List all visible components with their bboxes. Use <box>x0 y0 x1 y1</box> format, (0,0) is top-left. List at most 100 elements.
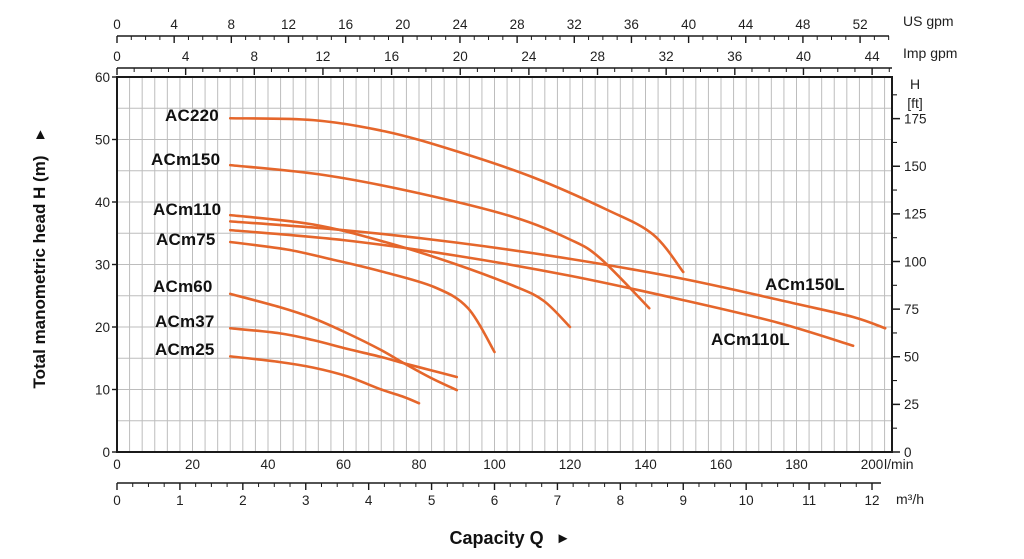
svg-text:24: 24 <box>521 49 537 64</box>
svg-text:20: 20 <box>95 320 110 335</box>
svg-text:11: 11 <box>802 493 816 508</box>
svg-text:24: 24 <box>452 17 468 32</box>
l-min-unit-label: l/min <box>884 456 914 472</box>
us-gpm-unit-label: US gpm <box>903 13 954 29</box>
svg-text:80: 80 <box>411 457 426 472</box>
svg-text:16: 16 <box>384 49 399 64</box>
svg-text:0: 0 <box>113 457 121 472</box>
svg-text:6: 6 <box>491 493 499 508</box>
svg-text:28: 28 <box>510 17 525 32</box>
curve-ACm110L <box>228 228 855 348</box>
svg-text:44: 44 <box>865 49 881 64</box>
right-arrow-icon: ► <box>555 530 571 547</box>
svg-text:5: 5 <box>428 493 436 508</box>
svg-text:40: 40 <box>681 17 696 32</box>
svg-text:25: 25 <box>904 397 919 412</box>
head-ft-label-h: H <box>909 76 921 92</box>
curve-label-acm110: ACm110 <box>153 200 222 219</box>
svg-text:36: 36 <box>727 49 742 64</box>
svg-text:8: 8 <box>251 49 259 64</box>
curve-ACm25 <box>228 355 421 405</box>
svg-text:10: 10 <box>95 382 110 397</box>
svg-text:0: 0 <box>904 445 912 460</box>
svg-text:0: 0 <box>102 445 110 460</box>
svg-text:200: 200 <box>861 457 884 472</box>
curve-ACm150 <box>228 163 651 310</box>
svg-text:32: 32 <box>567 17 582 32</box>
curve-label-ac220: AC220 <box>165 106 219 125</box>
svg-text:175: 175 <box>904 111 927 126</box>
svg-text:8: 8 <box>228 17 236 32</box>
l-min-axis: 0 20 40 60 80 100 120 140 160 180 200 <box>113 457 883 472</box>
svg-text:100: 100 <box>483 457 506 472</box>
svg-text:50: 50 <box>95 132 110 147</box>
svg-text:48: 48 <box>795 17 810 32</box>
y-axis-title: Total manometric head H (m) <box>30 155 49 389</box>
svg-text:30: 30 <box>95 257 110 272</box>
curve-label-acm25: ACm25 <box>155 340 215 359</box>
svg-text:12: 12 <box>315 49 330 64</box>
svg-text:125: 125 <box>904 207 927 222</box>
curve-AC220 <box>228 116 685 274</box>
svg-text:4: 4 <box>182 49 190 64</box>
grid <box>117 77 892 452</box>
svg-text:75: 75 <box>904 302 919 317</box>
svg-text:20: 20 <box>395 17 410 32</box>
svg-text:20: 20 <box>185 457 200 472</box>
svg-text:12: 12 <box>864 493 879 508</box>
svg-text:0: 0 <box>113 49 121 64</box>
svg-text:40: 40 <box>260 457 275 472</box>
m3-h-axis: 0 1 2 3 4 5 6 7 8 9 10 11 12 <box>113 482 881 508</box>
svg-text:16: 16 <box>338 17 353 32</box>
svg-text:20: 20 <box>453 49 468 64</box>
imp-gpm-unit-label: Imp gpm <box>903 45 958 61</box>
curve-ACm150L <box>228 220 887 330</box>
svg-text:50: 50 <box>904 350 919 365</box>
svg-text:10: 10 <box>739 493 754 508</box>
svg-text:0: 0 <box>113 493 121 508</box>
curve-label-acm150: ACm150 <box>151 150 221 169</box>
svg-text:32: 32 <box>659 49 674 64</box>
svg-text:0: 0 <box>113 17 121 32</box>
svg-text:180: 180 <box>785 457 808 472</box>
svg-text:9: 9 <box>679 493 687 508</box>
curve-label-acm75: ACm75 <box>156 230 216 249</box>
curve-label-acm60: ACm60 <box>153 277 213 296</box>
x-axis-title: Capacity Q ► <box>370 528 650 549</box>
svg-text:60: 60 <box>336 457 351 472</box>
curve-label-acm110l: ACm110L <box>711 330 790 349</box>
head-ft-label-ft: [ft] <box>907 95 923 111</box>
svg-text:3: 3 <box>302 493 310 508</box>
head-m-axis: 0 10 20 30 40 50 60 <box>95 70 117 460</box>
svg-text:4: 4 <box>365 493 373 508</box>
svg-text:1: 1 <box>176 493 184 508</box>
svg-text:4: 4 <box>170 17 178 32</box>
svg-text:52: 52 <box>853 17 868 32</box>
head-ft-axis: 0 25 50 75 100 125 150 175 <box>892 94 927 460</box>
imp-gpm-axis: 0 4 8 12 16 20 24 28 32 36 40 44 <box>113 49 892 75</box>
curve-ACm75 <box>228 240 496 354</box>
curve-ACm60 <box>228 292 459 392</box>
up-arrow-icon: ▲ <box>33 126 48 143</box>
svg-text:160: 160 <box>710 457 733 472</box>
svg-text:8: 8 <box>617 493 625 508</box>
svg-text:2: 2 <box>239 493 247 508</box>
x-axis-title-text: Capacity Q <box>449 528 544 548</box>
svg-text:60: 60 <box>95 70 110 85</box>
svg-text:12: 12 <box>281 17 296 32</box>
curve-ACm37 <box>228 326 459 379</box>
m3-h-unit-label: m³/h <box>896 491 924 507</box>
svg-text:36: 36 <box>624 17 639 32</box>
svg-text:40: 40 <box>95 195 110 210</box>
svg-text:7: 7 <box>554 493 562 508</box>
svg-text:100: 100 <box>904 254 927 269</box>
curve-ACm110 <box>228 213 572 329</box>
curve-label-acm37: ACm37 <box>155 312 215 331</box>
svg-text:150: 150 <box>904 159 927 174</box>
svg-text:28: 28 <box>590 49 605 64</box>
pump-curves <box>228 116 887 405</box>
us-gpm-axis: 0 4 8 12 16 20 24 28 32 36 40 44 48 52 <box>113 17 890 43</box>
curve-label-acm150l: ACm150L <box>765 275 845 294</box>
